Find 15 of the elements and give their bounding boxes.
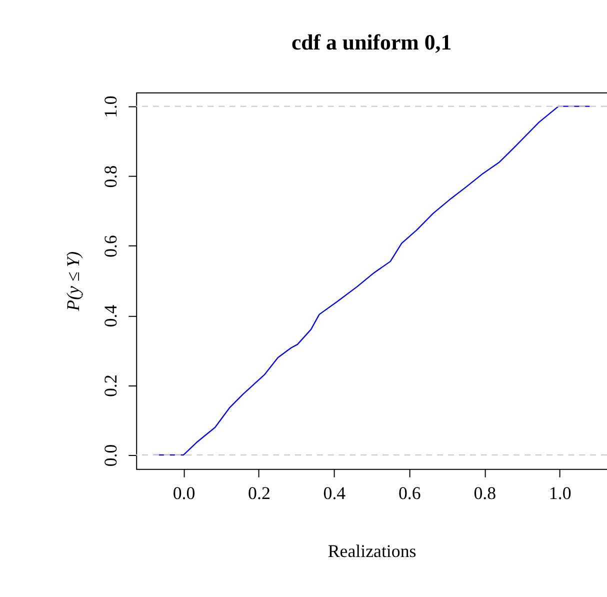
x-tick-label: 1.0 [548, 483, 572, 504]
x-tick-label: 0.6 [398, 483, 421, 504]
x-tick-label: 0.8 [474, 483, 496, 504]
y-tick-label: 0.4 [100, 304, 121, 328]
y-tick-label: 0.0 [100, 444, 121, 467]
x-tick-label: 0.4 [323, 483, 346, 504]
y-tick-label: 0.8 [100, 165, 121, 188]
y-tick-label: 0.6 [100, 235, 121, 258]
y-tick-label: 0.2 [100, 374, 121, 397]
x-tick-label: 0.0 [172, 483, 196, 504]
x-tick-label: 0.2 [248, 483, 270, 504]
y-tick-label: 1.0 [100, 96, 121, 118]
x-axis-title: Realizations [328, 540, 416, 561]
y-axis-title: P(y ≤ Y) [62, 251, 83, 312]
chart-title: cdf a uniform 0,1 [291, 30, 452, 55]
